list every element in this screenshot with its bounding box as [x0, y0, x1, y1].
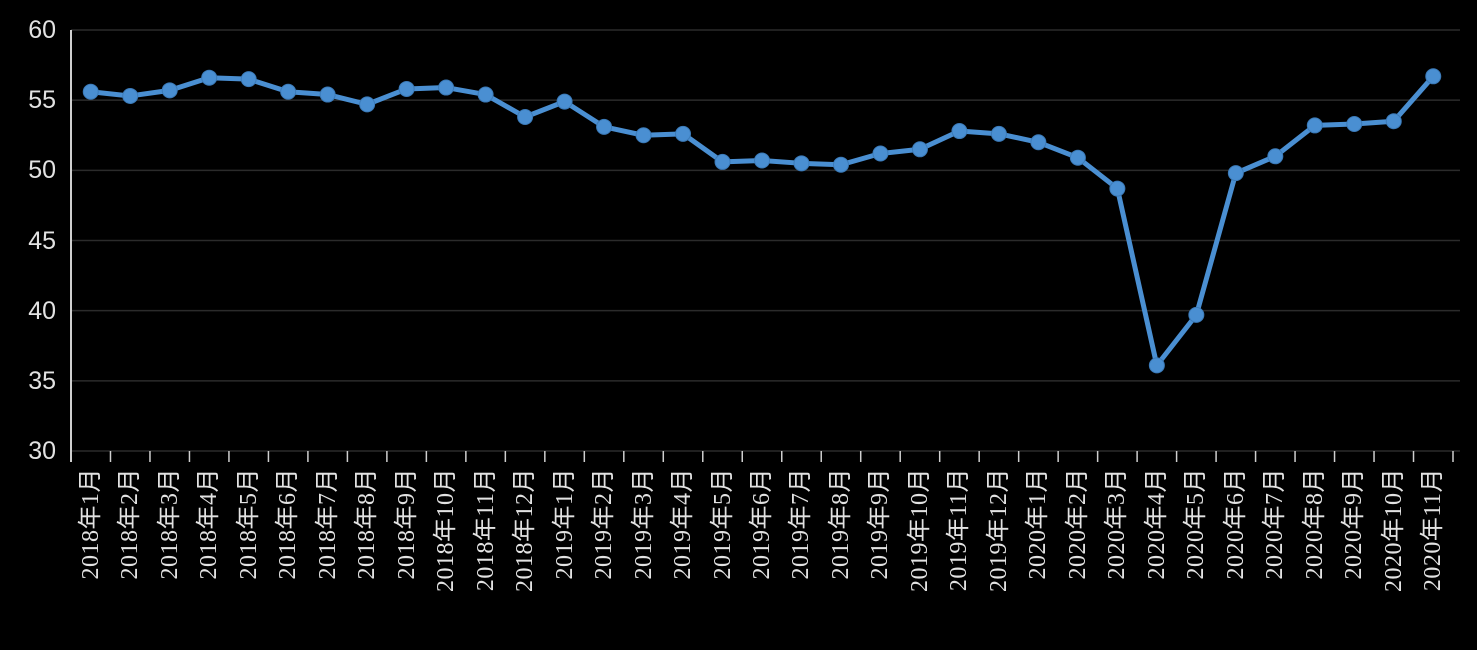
x-axis-label: 2019年6月: [749, 468, 775, 580]
x-axis-label: 2019年5月: [709, 468, 736, 580]
y-axis-label: 55: [28, 86, 56, 115]
data-point-marker: [951, 123, 968, 140]
data-point-marker: [1385, 113, 1402, 130]
x-axis-label: 2019年10月: [906, 468, 933, 592]
x-axis-label: 2020年1月: [1025, 468, 1052, 580]
x-axis-label: 2019年4月: [670, 468, 697, 580]
x-axis-label: 2019年7月: [788, 468, 815, 580]
data-point-marker: [1267, 148, 1284, 165]
x-axis-label: 2018年2月: [117, 468, 144, 580]
x-axis-label: 2019年8月: [827, 468, 854, 580]
data-point-marker: [1227, 165, 1244, 182]
data-point-marker: [872, 145, 889, 162]
x-axis-label: 2019年3月: [630, 468, 657, 580]
data-point-marker: [240, 71, 257, 88]
x-axis-label: 2020年2月: [1064, 468, 1091, 580]
data-point-marker: [1030, 134, 1047, 151]
data-point-marker: [1188, 306, 1205, 323]
x-axis-label: 2018年11月: [472, 468, 499, 592]
data-point-marker: [122, 87, 139, 104]
data-point-marker: [82, 83, 99, 100]
data-point-marker: [556, 93, 573, 110]
y-axis-label: 50: [28, 156, 56, 185]
data-point-marker: [1109, 180, 1126, 197]
x-axis-label: 2018年4月: [196, 468, 223, 580]
data-point-marker: [793, 155, 810, 172]
data-point-marker: [161, 82, 178, 99]
y-axis-label: 45: [28, 226, 56, 255]
x-axis-label: 2019年11月: [946, 468, 973, 592]
x-axis-label: 2020年7月: [1262, 468, 1289, 580]
y-axis-label: 40: [28, 296, 56, 325]
y-axis-label: 35: [28, 366, 56, 395]
data-point-marker: [280, 83, 297, 100]
data-point-marker: [596, 118, 613, 135]
data-point-marker: [1425, 68, 1442, 85]
data-point-marker: [911, 141, 928, 158]
data-point-marker: [1148, 357, 1165, 374]
data-point-marker: [477, 86, 494, 103]
data-point-marker: [201, 69, 218, 86]
x-axis-label: 2018年1月: [77, 468, 104, 580]
data-point-marker: [990, 125, 1007, 142]
x-axis-label: 2020年3月: [1104, 468, 1131, 580]
x-axis-label: 2018年12月: [512, 468, 539, 592]
data-point-marker: [635, 127, 652, 144]
data-point-marker: [1346, 116, 1363, 133]
x-axis-label: 2020年6月: [1222, 468, 1249, 580]
x-axis-label: 2020年4月: [1143, 468, 1170, 580]
x-axis-label: 2018年9月: [393, 468, 420, 580]
data-point-marker: [832, 156, 849, 173]
data-point-marker: [319, 86, 336, 103]
x-axis-label: 2018年5月: [235, 468, 262, 580]
data-point-marker: [675, 125, 692, 142]
x-axis-label: 2019年12月: [985, 468, 1012, 592]
data-point-marker: [714, 153, 731, 170]
x-axis-label: 2018年6月: [275, 468, 302, 580]
x-axis-label: 2020年11月: [1420, 468, 1447, 592]
data-point-marker: [438, 79, 455, 96]
x-axis-label: 2020年10月: [1380, 468, 1407, 592]
data-point-marker: [754, 152, 770, 169]
data-point-marker: [1069, 149, 1086, 166]
data-point-marker: [398, 80, 415, 97]
y-axis-label: 60: [28, 16, 56, 44]
x-axis-label: 2020年5月: [1183, 468, 1210, 580]
y-axis-label: 30: [28, 437, 56, 465]
x-axis-label: 2019年1月: [551, 468, 578, 580]
data-point-marker: [1306, 117, 1323, 134]
x-axis-label: 2018年7月: [314, 468, 341, 580]
data-point-marker: [517, 109, 534, 126]
x-axis-label: 2020年9月: [1341, 468, 1368, 580]
x-axis-label: 2020年8月: [1301, 468, 1328, 580]
data-series-line: [88, 73, 1436, 368]
x-axis-label: 2019年2月: [591, 468, 618, 580]
x-axis-label: 2018年3月: [156, 468, 183, 580]
data-point-marker: [359, 96, 376, 113]
x-axis-label: 2019年9月: [867, 468, 894, 580]
x-axis-label: 2018年8月: [354, 468, 381, 580]
x-axis-label: 2018年10月: [433, 468, 460, 592]
